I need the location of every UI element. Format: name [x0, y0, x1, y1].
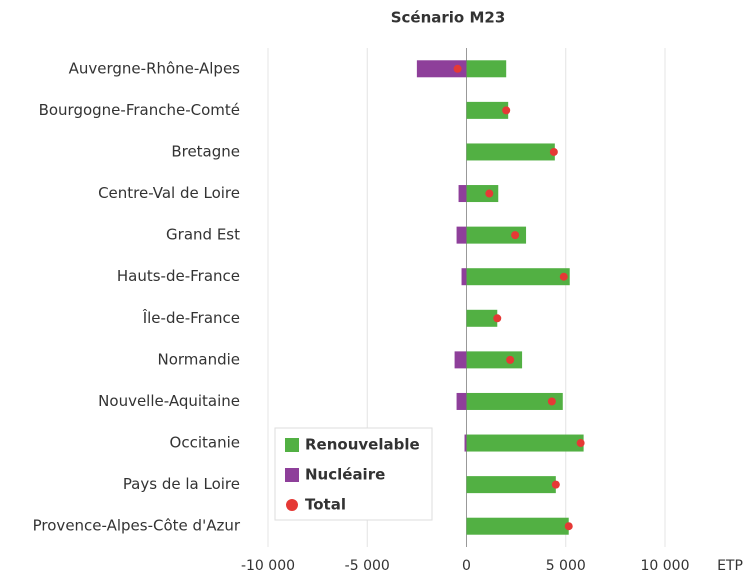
- total-dot: [502, 106, 511, 115]
- bar: [466, 476, 556, 494]
- x-tick-label: 5 000: [546, 558, 586, 574]
- bar: [416, 60, 467, 78]
- x-tick-label: -10 000: [241, 558, 295, 574]
- total-dot: [453, 64, 462, 73]
- total-dot: [511, 231, 520, 240]
- legend-swatch: [285, 468, 299, 482]
- legend-label: Renouvelable: [305, 436, 420, 454]
- y-tick-label: Bourgogne-Franche-Comté: [39, 101, 240, 119]
- y-tick-label: Île-de-France: [142, 308, 240, 327]
- chart-title: Scénario M23: [391, 9, 506, 27]
- bar: [466, 434, 584, 452]
- total-dot: [506, 355, 515, 364]
- y-tick-label: Normandie: [157, 350, 240, 368]
- total-dot: [549, 147, 558, 156]
- bar: [466, 185, 499, 203]
- x-axis-label: ETP: [717, 558, 743, 574]
- y-tick-label: Nouvelle-Aquitaine: [98, 392, 240, 410]
- bar: [454, 351, 467, 369]
- y-tick-label: Auvergne-Rhône-Alpes: [69, 59, 241, 77]
- y-tick-label: Centre-Val de Loire: [98, 184, 240, 202]
- bar: [461, 268, 467, 286]
- bar: [466, 392, 563, 410]
- bar: [456, 226, 467, 244]
- total-dot: [564, 522, 573, 531]
- bar: [464, 434, 467, 452]
- bar: [466, 309, 498, 327]
- x-tick-label: 10 000: [641, 558, 690, 574]
- legend-swatch: [285, 438, 299, 452]
- bar: [466, 101, 509, 119]
- y-tick-label: Occitanie: [170, 434, 240, 452]
- bar: [466, 351, 523, 369]
- legend-swatch: [286, 499, 298, 511]
- total-dot: [493, 314, 502, 323]
- total-dot: [576, 439, 585, 448]
- x-tick-label: 0: [462, 558, 471, 574]
- bar: [466, 226, 527, 244]
- bar: [458, 185, 467, 203]
- x-tick-label: -5 000: [345, 558, 390, 574]
- total-dot: [551, 480, 560, 489]
- y-tick-label: Pays de la Loire: [123, 475, 240, 493]
- bar: [466, 60, 507, 78]
- legend-box: [274, 427, 433, 521]
- legend-label: Total: [305, 496, 346, 514]
- bar: [466, 517, 569, 535]
- y-tick-label: Hauts-de-France: [117, 267, 240, 285]
- total-dot: [547, 397, 556, 406]
- bar: [456, 392, 467, 410]
- legend-label: Nucléaire: [305, 466, 385, 484]
- total-dot: [485, 189, 494, 198]
- total-dot: [559, 272, 568, 281]
- y-tick-label: Bretagne: [171, 142, 240, 160]
- y-tick-label: Provence-Alpes-Côte d'Azur: [33, 517, 241, 535]
- y-tick-label: Grand Est: [166, 226, 240, 244]
- bar: [466, 268, 570, 286]
- bar: [466, 143, 555, 161]
